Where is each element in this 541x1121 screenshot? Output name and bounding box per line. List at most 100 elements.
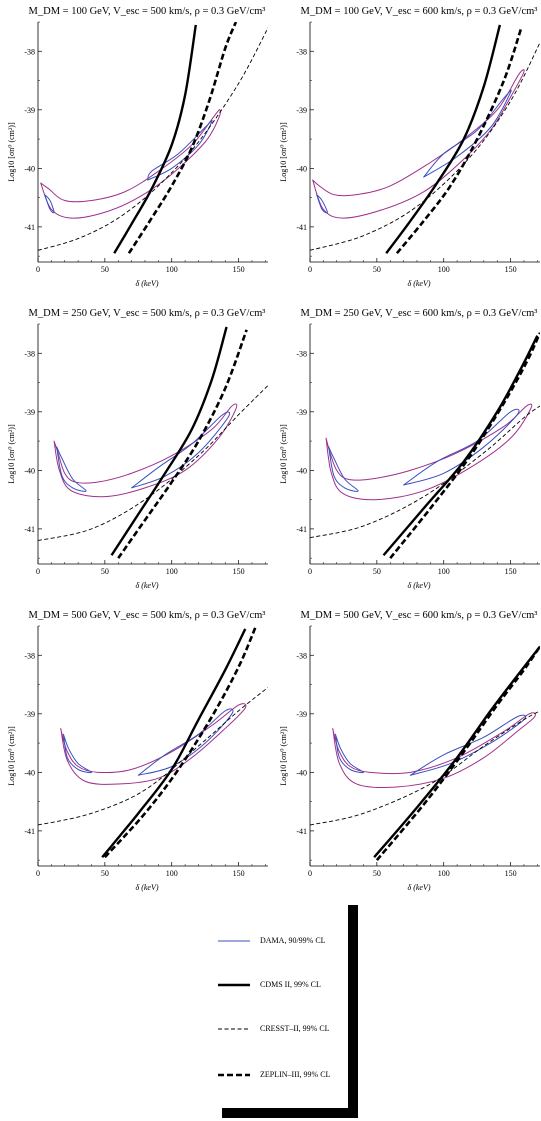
cresst-limit-line: [310, 42, 540, 251]
x-tick-label: 100: [438, 567, 450, 576]
dama-90-contour: [131, 411, 231, 489]
legend-label-cdms: CDMS II, 99% CL: [260, 980, 321, 989]
y-axis-label: Log10 [σn⁰ (cm²)]: [7, 122, 16, 182]
zeplin-limit-line: [103, 626, 258, 859]
cdms-limit-line: [385, 24, 502, 254]
x-tick-label: 0: [36, 265, 40, 274]
panel-mdm100-vesc500: M_DM = 100 GeV, V_esc = 500 km/s, ρ = 0.…: [0, 0, 270, 300]
dama-90-contour: [56, 446, 87, 492]
x-tick-label: 150: [233, 265, 245, 274]
y-tick-label: -40: [24, 768, 35, 777]
dama-99-contour: [53, 403, 238, 498]
panel-svg: M_DM = 250 GeV, V_esc = 500 km/s, ρ = 0.…: [7, 308, 268, 590]
dama-90-contour: [328, 446, 359, 492]
cdms-limit-line: [101, 628, 247, 858]
y-tick-label: -39: [296, 408, 307, 417]
dama-99-contour: [60, 703, 247, 785]
plot-area: [38, 626, 268, 859]
x-tick-label: 0: [308, 567, 312, 576]
y-tick-label: -38: [296, 349, 307, 358]
cdms-limit-line: [110, 326, 228, 556]
y-tick-label: -38: [24, 349, 35, 358]
y-tick-label: -40: [296, 466, 307, 475]
x-tick-label: 0: [308, 265, 312, 274]
y-tick-label: -41: [296, 525, 307, 534]
y-axis-label: Log10 [σn⁰ (cm²)]: [279, 726, 288, 786]
dama-99-contour: [332, 712, 536, 789]
cdms-limit-line: [373, 645, 540, 859]
y-axis-label: Log10 [σn⁰ (cm²)]: [7, 726, 16, 786]
x-tick-label: 100: [166, 567, 178, 576]
panel-svg: M_DM = 100 GeV, V_esc = 500 km/s, ρ = 0.…: [7, 6, 268, 288]
y-axis-label: Log10 [σn⁰ (cm²)]: [279, 122, 288, 182]
panel-title: M_DM = 100 GeV, V_esc = 600 km/s, ρ = 0.…: [301, 6, 538, 17]
zeplin-limit-line: [395, 27, 523, 255]
x-axis-label: δ (keV): [135, 279, 158, 288]
cresst-limit-line: [38, 385, 268, 542]
plot-area: [38, 326, 268, 559]
panel-mdm100-vesc600: M_DM = 100 GeV, V_esc = 600 km/s, ρ = 0.…: [272, 0, 541, 300]
x-tick-label: 100: [438, 869, 450, 878]
y-tick-label: -41: [24, 525, 35, 534]
dama-90-contour: [334, 733, 364, 774]
y-tick-label: -39: [24, 106, 35, 115]
dama-90-contour: [44, 194, 55, 214]
x-tick-label: 50: [101, 869, 109, 878]
y-tick-label: -39: [24, 408, 35, 417]
x-tick-label: 0: [36, 567, 40, 576]
dama-90-contour: [147, 119, 213, 181]
x-tick-label: 150: [505, 265, 517, 274]
x-tick-label: 100: [166, 869, 178, 878]
x-tick-label: 50: [101, 567, 109, 576]
y-tick-label: -41: [24, 223, 35, 232]
dama-90-contour: [403, 408, 520, 486]
dama-90-contour: [316, 194, 328, 214]
plot-area: [38, 22, 268, 254]
x-tick-label: 50: [101, 265, 109, 274]
y-tick-label: -40: [24, 164, 35, 173]
y-tick-label: -39: [296, 106, 307, 115]
cdms-limit-line: [382, 335, 539, 556]
panel-svg: M_DM = 500 GeV, V_esc = 500 km/s, ρ = 0.…: [7, 610, 268, 892]
panel-title: M_DM = 500 GeV, V_esc = 500 km/s, ρ = 0.…: [29, 610, 266, 621]
x-tick-label: 150: [233, 869, 245, 878]
legend-shadow-bottom: [222, 1108, 358, 1118]
cdms-limit-line: [113, 24, 197, 254]
panel-title: M_DM = 250 GeV, V_esc = 500 km/s, ρ = 0.…: [29, 308, 266, 319]
y-axis-label: Log10 [σn⁰ (cm²)]: [7, 424, 16, 484]
y-tick-label: -40: [24, 466, 35, 475]
y-tick-label: -41: [24, 827, 35, 836]
legend-label-dama: DAMA, 90/99% CL: [260, 936, 326, 945]
panel-title: M_DM = 250 GeV, V_esc = 600 km/s, ρ = 0.…: [301, 308, 538, 319]
panel-mdm500-vesc600: M_DM = 500 GeV, V_esc = 600 km/s, ρ = 0.…: [272, 604, 541, 904]
x-tick-label: 50: [373, 567, 381, 576]
plot-area: [310, 645, 540, 861]
dama-90-contour: [423, 89, 512, 178]
dama-99-contour: [40, 109, 221, 219]
y-tick-label: -39: [296, 710, 307, 719]
legend: DAMA, 90/99% CL CDMS II, 99% CL CRESST–I…: [200, 905, 360, 1120]
x-tick-label: 150: [505, 869, 517, 878]
x-tick-label: 50: [373, 869, 381, 878]
y-tick-label: -40: [296, 164, 307, 173]
y-tick-label: -38: [24, 651, 35, 660]
x-axis-label: δ (keV): [407, 883, 430, 892]
panel-title: M_DM = 500 GeV, V_esc = 600 km/s, ρ = 0.…: [301, 610, 538, 621]
y-tick-label: -40: [296, 768, 307, 777]
dama-99-contour: [312, 69, 525, 219]
x-tick-label: 0: [36, 869, 40, 878]
y-tick-label: -41: [296, 827, 307, 836]
panel-title: M_DM = 100 GeV, V_esc = 500 km/s, ρ = 0.…: [29, 6, 266, 17]
x-tick-label: 100: [166, 265, 178, 274]
x-tick-label: 50: [373, 265, 381, 274]
cresst-limit-line: [310, 405, 540, 539]
x-tick-label: 100: [438, 265, 450, 274]
legend-shadow-right: [348, 905, 358, 1118]
dama-90-contour: [62, 733, 92, 774]
legend-label-cresst: CRESST–II, 99% CL: [260, 1024, 330, 1033]
zeplin-limit-line: [389, 332, 540, 559]
x-axis-label: δ (keV): [135, 581, 158, 590]
x-tick-label: 150: [505, 567, 517, 576]
y-tick-label: -39: [24, 710, 35, 719]
x-tick-label: 150: [233, 567, 245, 576]
